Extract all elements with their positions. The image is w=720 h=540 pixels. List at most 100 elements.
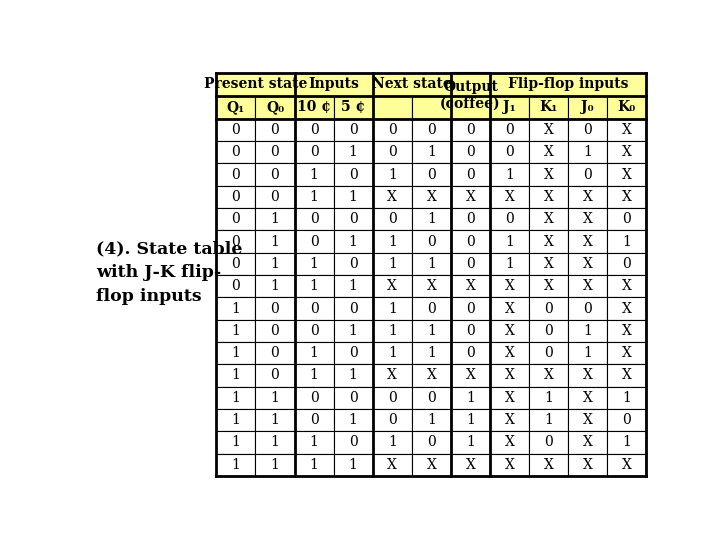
Text: X: X xyxy=(426,458,436,472)
Text: X: X xyxy=(622,458,632,472)
Bar xyxy=(256,208,294,231)
Text: X: X xyxy=(387,279,397,293)
Text: 0: 0 xyxy=(466,145,475,159)
Text: 1: 1 xyxy=(505,167,514,181)
Bar xyxy=(490,231,529,253)
Bar xyxy=(294,298,333,320)
Text: X: X xyxy=(622,279,632,293)
Text: X: X xyxy=(622,123,632,137)
Text: 0: 0 xyxy=(348,257,358,271)
Bar xyxy=(294,454,333,476)
Bar xyxy=(529,231,568,253)
Bar xyxy=(373,454,412,476)
Text: 0: 0 xyxy=(271,190,279,204)
Bar xyxy=(490,431,529,454)
Bar xyxy=(294,342,333,364)
Bar xyxy=(373,231,412,253)
Bar xyxy=(608,409,647,431)
Text: 1: 1 xyxy=(231,435,240,449)
Text: 0: 0 xyxy=(427,301,436,315)
Text: 5 ¢: 5 ¢ xyxy=(341,100,365,114)
Text: 0: 0 xyxy=(466,346,475,360)
Bar xyxy=(568,320,608,342)
Text: X: X xyxy=(505,391,515,405)
Text: 0: 0 xyxy=(427,391,436,405)
Bar xyxy=(216,119,256,141)
Bar xyxy=(568,342,608,364)
Bar xyxy=(529,454,568,476)
Bar xyxy=(529,186,568,208)
Text: 0: 0 xyxy=(466,257,475,271)
Bar xyxy=(451,320,490,342)
Text: 1: 1 xyxy=(348,234,358,248)
Text: 1: 1 xyxy=(271,458,279,472)
Text: X: X xyxy=(387,368,397,382)
Text: 0: 0 xyxy=(271,145,279,159)
Bar xyxy=(451,342,490,364)
Text: 1: 1 xyxy=(348,324,358,338)
Text: Present state: Present state xyxy=(204,77,307,91)
Text: 1: 1 xyxy=(466,413,475,427)
Text: 1: 1 xyxy=(623,435,631,449)
Bar xyxy=(451,275,490,298)
Bar xyxy=(256,253,294,275)
Bar xyxy=(333,253,373,275)
Text: 1: 1 xyxy=(466,435,475,449)
Bar xyxy=(294,364,333,387)
Text: X: X xyxy=(622,167,632,181)
Bar xyxy=(216,431,256,454)
Bar xyxy=(451,253,490,275)
Bar xyxy=(216,208,256,231)
Bar xyxy=(412,253,451,275)
Bar xyxy=(529,364,568,387)
Text: X: X xyxy=(583,257,593,271)
Text: 1: 1 xyxy=(388,234,397,248)
Bar xyxy=(216,364,256,387)
Bar xyxy=(608,141,647,164)
Bar xyxy=(451,72,490,119)
Text: 0: 0 xyxy=(310,145,318,159)
Text: 1: 1 xyxy=(544,413,553,427)
Bar xyxy=(294,320,333,342)
Text: 0: 0 xyxy=(388,391,397,405)
Bar xyxy=(451,454,490,476)
Bar xyxy=(216,72,294,96)
Bar xyxy=(412,275,451,298)
Text: 0: 0 xyxy=(310,212,318,226)
Text: 0: 0 xyxy=(466,324,475,338)
Bar xyxy=(608,387,647,409)
Text: 1: 1 xyxy=(231,458,240,472)
Text: 0: 0 xyxy=(388,413,397,427)
Bar xyxy=(256,119,294,141)
Text: X: X xyxy=(505,435,515,449)
Bar xyxy=(412,342,451,364)
Text: 1: 1 xyxy=(348,368,358,382)
Bar xyxy=(373,72,451,96)
Text: 0: 0 xyxy=(271,301,279,315)
Text: 1: 1 xyxy=(310,458,318,472)
Bar xyxy=(490,186,529,208)
Bar xyxy=(256,320,294,342)
Bar xyxy=(373,431,412,454)
Text: X: X xyxy=(622,368,632,382)
Text: X: X xyxy=(583,212,593,226)
Bar xyxy=(608,320,647,342)
Bar xyxy=(451,141,490,164)
Text: X: X xyxy=(583,391,593,405)
Bar xyxy=(608,431,647,454)
Bar xyxy=(568,208,608,231)
Text: 0: 0 xyxy=(427,435,436,449)
Bar xyxy=(294,208,333,231)
Bar xyxy=(412,119,451,141)
Text: 1: 1 xyxy=(231,346,240,360)
Bar xyxy=(216,253,256,275)
Text: X: X xyxy=(583,368,593,382)
Text: 0: 0 xyxy=(466,301,475,315)
Text: 1: 1 xyxy=(623,391,631,405)
Text: 1: 1 xyxy=(271,391,279,405)
Bar xyxy=(256,364,294,387)
Bar xyxy=(216,141,256,164)
Bar xyxy=(256,141,294,164)
Text: 1: 1 xyxy=(310,190,318,204)
Bar xyxy=(608,164,647,186)
